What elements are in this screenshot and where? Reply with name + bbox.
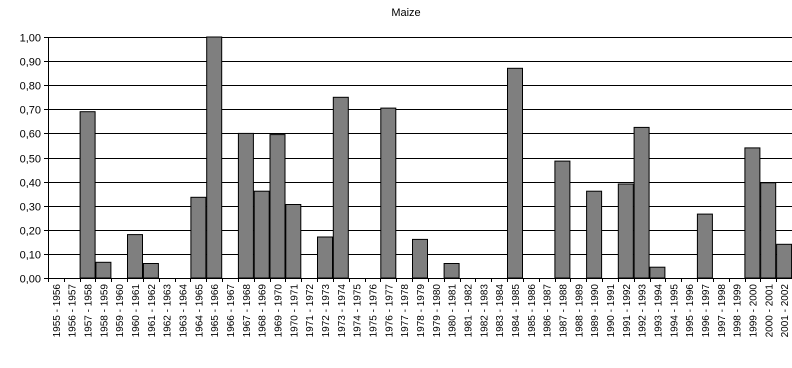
x-tick-label: 1979 - 1980: [432, 284, 443, 338]
bar: [744, 147, 761, 279]
x-tick-label: 1961 - 1962: [147, 284, 158, 338]
bar: [190, 196, 207, 279]
x-tick-label: 1965 - 1966: [210, 284, 221, 338]
x-tick-label: 1983 - 1984: [495, 284, 506, 338]
x-tick-label: 1995 - 1996: [685, 284, 696, 338]
x-tick-label: 1969 - 1970: [274, 284, 285, 338]
x-tick-label: 1975 - 1976: [369, 284, 380, 338]
y-tick-label: 0,70: [20, 105, 41, 117]
y-tick-label: 0,30: [20, 202, 41, 214]
y-tick-label: 0,00: [20, 274, 41, 286]
bar: [617, 183, 634, 279]
x-tick-label: 1993 - 1994: [653, 284, 664, 338]
x-tick-label: 1984 - 1985: [511, 284, 522, 338]
x-tick-label: 1963 - 1964: [179, 284, 190, 338]
x-tick-label: 1981 - 1982: [464, 284, 475, 338]
y-tick-label: 1,00: [20, 33, 41, 45]
bar: [554, 160, 571, 279]
bar: [649, 266, 666, 279]
x-tick-label: 1956 - 1957: [68, 284, 79, 338]
x-tick-label: 1957 - 1958: [84, 284, 95, 338]
bar: [332, 96, 349, 279]
x-tick-label: 1976 - 1977: [384, 284, 395, 338]
bar: [142, 263, 159, 279]
y-tick-label: 0,20: [20, 226, 41, 238]
bars: [79, 36, 792, 279]
x-tick-label: 1970 - 1971: [289, 284, 300, 338]
x-tick-label: 2000 - 2001: [764, 284, 775, 338]
x-tick-label: 1994 - 1995: [669, 284, 680, 338]
chart-title: Maize: [391, 7, 420, 19]
x-tick-label: 1968 - 1969: [258, 284, 269, 338]
y-tick-label: 0,80: [20, 81, 41, 93]
x-tick-label: 1998 - 1999: [733, 284, 744, 338]
x-tick-label: 1964 - 1965: [194, 284, 205, 338]
bar: [586, 190, 603, 279]
x-tick-label: 1960 - 1961: [131, 284, 142, 338]
x-tick-label: 1982 - 1983: [479, 284, 490, 338]
y-tick-label: 0,60: [20, 129, 41, 141]
x-tick-label: 1978 - 1979: [416, 284, 427, 338]
x-tick-label: 1972 - 1973: [321, 284, 332, 338]
x-tick-label: 1962 - 1963: [163, 284, 174, 338]
axes: [48, 37, 792, 282]
x-tick-label: 1997 - 1998: [717, 284, 728, 338]
x-tick-label: 1967 - 1968: [242, 284, 253, 338]
bar: [95, 261, 112, 279]
bar: [237, 132, 254, 279]
y-tick-labels: 0,00 0,10 0,20 0,30 0,40 0,50 0,60 0,70 0,80 0,90…: [20, 33, 41, 286]
x-tick-label: 1996 - 1997: [701, 284, 712, 338]
y-tick-label: 0,40: [20, 178, 41, 190]
x-tick-label: 2001 - 2002: [780, 284, 791, 338]
x-tick-label: 1966 - 1967: [226, 284, 237, 338]
bar: [285, 204, 302, 279]
bar: [380, 107, 397, 279]
x-tick-label: 1973 - 1974: [337, 284, 348, 338]
x-tick-labels: 1955 - 1956 1956 - 1957 1957 - 1958 1958 - …: [52, 284, 791, 338]
x-tick-label: 1955 - 1956: [52, 284, 63, 338]
bar: [633, 126, 650, 279]
x-tick-label: 1974 - 1975: [353, 284, 364, 338]
x-tick-label: 1992 - 1993: [638, 284, 649, 338]
bar: [269, 134, 286, 279]
bar: [317, 236, 333, 279]
bar: [412, 238, 428, 279]
x-tick-label: 1989 - 1990: [590, 284, 601, 338]
bar: [760, 182, 777, 279]
x-tick-label: 1988 - 1989: [574, 284, 585, 338]
y-tick-label: 0,10: [20, 250, 41, 262]
gridlines: [44, 37, 792, 279]
bar: [776, 243, 792, 279]
x-tick-label: 1977 - 1978: [400, 284, 411, 338]
bar: [443, 263, 460, 279]
x-tick-label: 1986 - 1987: [543, 284, 554, 338]
x-tick-label: 1999 - 2000: [748, 284, 759, 338]
x-tick-label: 1985 - 1986: [527, 284, 538, 338]
x-tick-label: 1991 - 1992: [622, 284, 633, 338]
x-tick-label: 1980 - 1981: [448, 284, 459, 338]
x-tick-label: 1971 - 1972: [305, 284, 316, 338]
bar: [253, 190, 270, 279]
bar: [79, 111, 96, 279]
bar: [127, 234, 143, 279]
x-tick-label: 1987 - 1988: [559, 284, 570, 338]
x-tick-label: 1990 - 1991: [606, 284, 617, 338]
x-tick-label: 1958 - 1959: [99, 284, 110, 338]
y-tick-label: 0,90: [20, 57, 41, 69]
y-tick-label: 0,50: [20, 154, 41, 166]
bar: [696, 213, 713, 279]
bar: [206, 36, 223, 279]
bar: [507, 67, 523, 279]
x-tick-label: 1959 - 1960: [115, 284, 126, 338]
